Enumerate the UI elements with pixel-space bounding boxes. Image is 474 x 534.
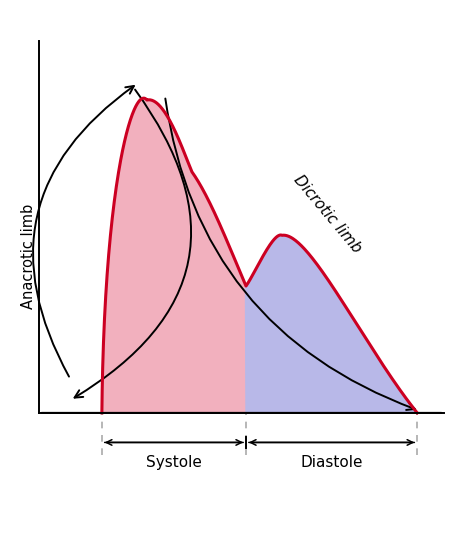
Text: Anacrotic limb: Anacrotic limb (21, 204, 36, 309)
Text: Diastole: Diastole (301, 455, 363, 470)
Polygon shape (102, 98, 246, 413)
Text: Dicrotic limb: Dicrotic limb (291, 172, 364, 256)
Polygon shape (246, 235, 417, 413)
Text: Systole: Systole (146, 455, 202, 470)
